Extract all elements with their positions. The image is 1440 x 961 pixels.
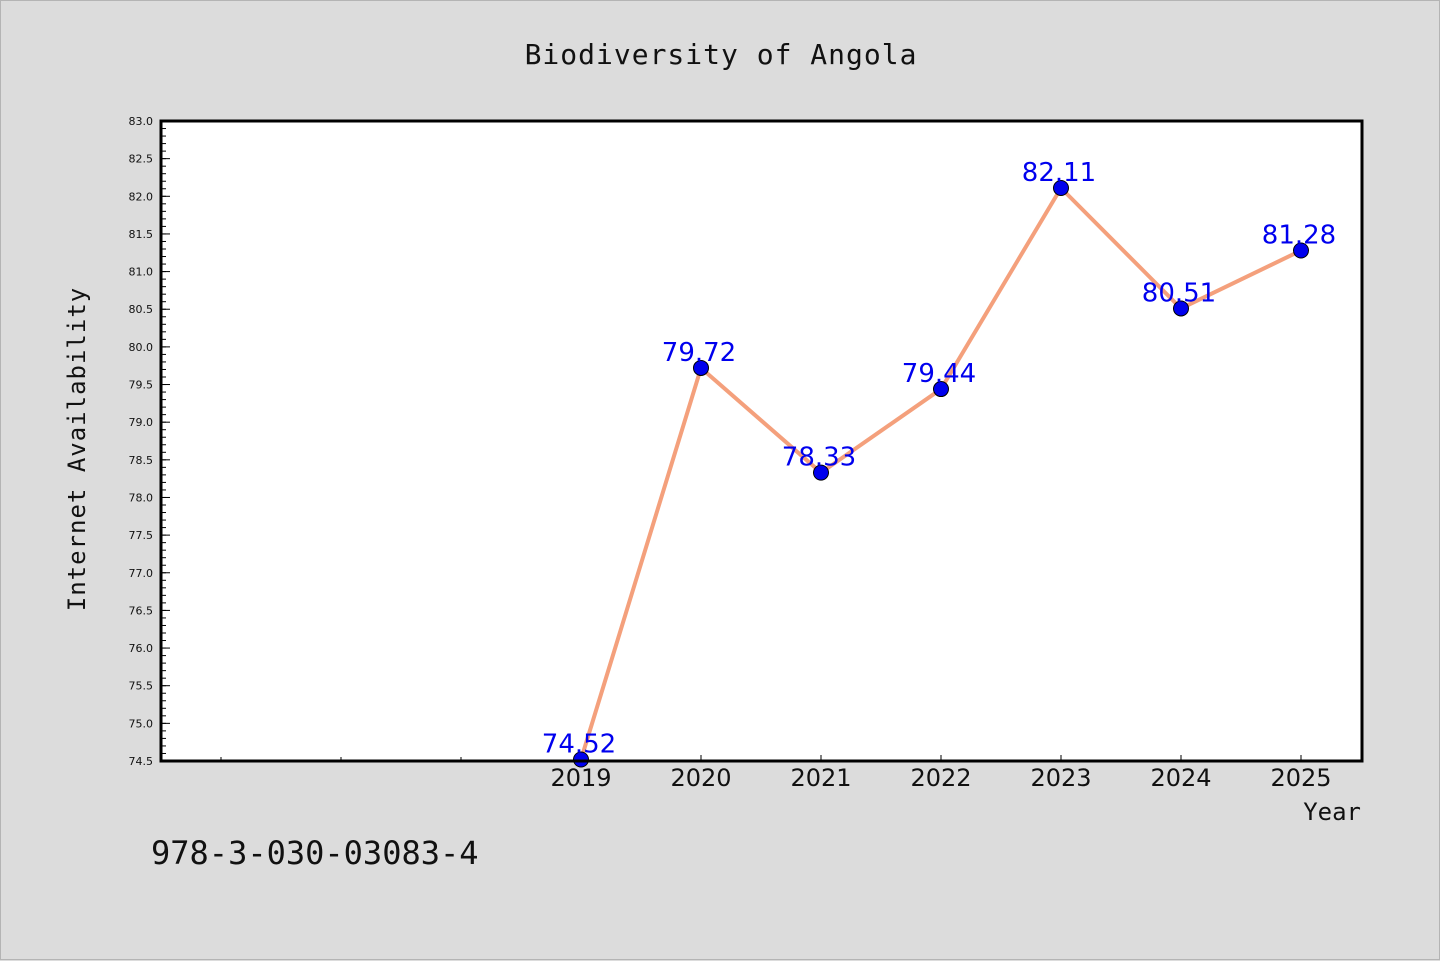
y-tick-label: 80.5 bbox=[129, 303, 154, 316]
data-point bbox=[933, 381, 949, 398]
y-tick-label: 83.0 bbox=[129, 115, 154, 128]
data-label: 74.52 bbox=[542, 729, 616, 759]
x-tick-label: 2019 bbox=[550, 764, 611, 792]
y-tick-label: 76.5 bbox=[129, 604, 154, 617]
data-label: 81.28 bbox=[1262, 221, 1336, 251]
y-tick-label: 78.5 bbox=[129, 454, 154, 467]
data-point bbox=[693, 359, 709, 376]
y-tick-label: 81.5 bbox=[129, 228, 154, 241]
data-label: 80.51 bbox=[1142, 278, 1216, 308]
data-label: 78.33 bbox=[782, 443, 856, 473]
x-tick-label: 2023 bbox=[1030, 764, 1091, 792]
plot-frame bbox=[159, 119, 1364, 763]
data-point bbox=[1053, 180, 1069, 197]
series-layer: 74.52 79.72 78.33 79.44 82.11 80.51 81.28 bbox=[542, 158, 1336, 768]
y-tick-label: 77.5 bbox=[129, 529, 154, 542]
y-tick-label: 75.0 bbox=[129, 717, 154, 730]
y-tick-label: 78.0 bbox=[129, 491, 154, 504]
data-label: 79.72 bbox=[662, 338, 736, 368]
y-tick-label: 81.0 bbox=[129, 266, 154, 279]
y-tick-label: 82.5 bbox=[129, 153, 154, 166]
footer-code: 978-3-030-03083-4 bbox=[151, 834, 479, 872]
x-tick-label: 2025 bbox=[1270, 764, 1331, 792]
y-tick-label: 79.0 bbox=[129, 416, 154, 429]
data-point bbox=[573, 751, 589, 768]
y-tick-label: 75.5 bbox=[129, 680, 154, 693]
data-point bbox=[813, 464, 829, 481]
y-tick-label: 79.5 bbox=[129, 379, 154, 392]
y-tick-label: 74.5 bbox=[129, 755, 154, 768]
y-axis-label: Internet Availability bbox=[63, 287, 91, 611]
y-axis: 74.5 75.0 75.5 76.0 76.5 77.0 77.5 78.0 78.5 79.0… bbox=[129, 115, 170, 768]
y-tick-label: 82.0 bbox=[129, 190, 154, 203]
plot-area bbox=[161, 121, 1362, 761]
data-point bbox=[1173, 300, 1189, 317]
data-point bbox=[1293, 242, 1309, 259]
x-tick-label: 2021 bbox=[790, 764, 851, 792]
x-tick-label: 2024 bbox=[1150, 764, 1211, 792]
y-tick-label: 76.0 bbox=[129, 642, 154, 655]
y-tick-label: 77.0 bbox=[129, 567, 154, 580]
x-axis-label: Year bbox=[1303, 798, 1361, 826]
data-label: 79.44 bbox=[902, 359, 976, 389]
x-tick-label: 2020 bbox=[670, 764, 731, 792]
y-tick-label: 80.0 bbox=[129, 341, 154, 354]
x-tick-label: 2022 bbox=[910, 764, 971, 792]
chart-title: Biodiversity of Angola bbox=[525, 38, 918, 71]
data-label: 82.11 bbox=[1022, 158, 1096, 188]
